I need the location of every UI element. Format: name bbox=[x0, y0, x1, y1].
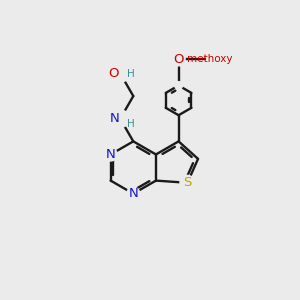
Circle shape bbox=[111, 64, 129, 82]
Circle shape bbox=[111, 110, 129, 128]
Text: methoxy: methoxy bbox=[187, 54, 232, 64]
Circle shape bbox=[180, 175, 195, 190]
Circle shape bbox=[175, 82, 182, 89]
Text: H: H bbox=[127, 119, 134, 129]
Text: N: N bbox=[106, 148, 116, 161]
Circle shape bbox=[104, 148, 117, 161]
Text: O: O bbox=[108, 67, 119, 80]
Circle shape bbox=[127, 187, 140, 200]
Text: S: S bbox=[183, 176, 192, 189]
Text: N: N bbox=[128, 187, 138, 200]
Text: O: O bbox=[173, 53, 184, 66]
Circle shape bbox=[172, 53, 185, 66]
Text: H: H bbox=[127, 69, 134, 79]
Text: N: N bbox=[110, 112, 120, 125]
